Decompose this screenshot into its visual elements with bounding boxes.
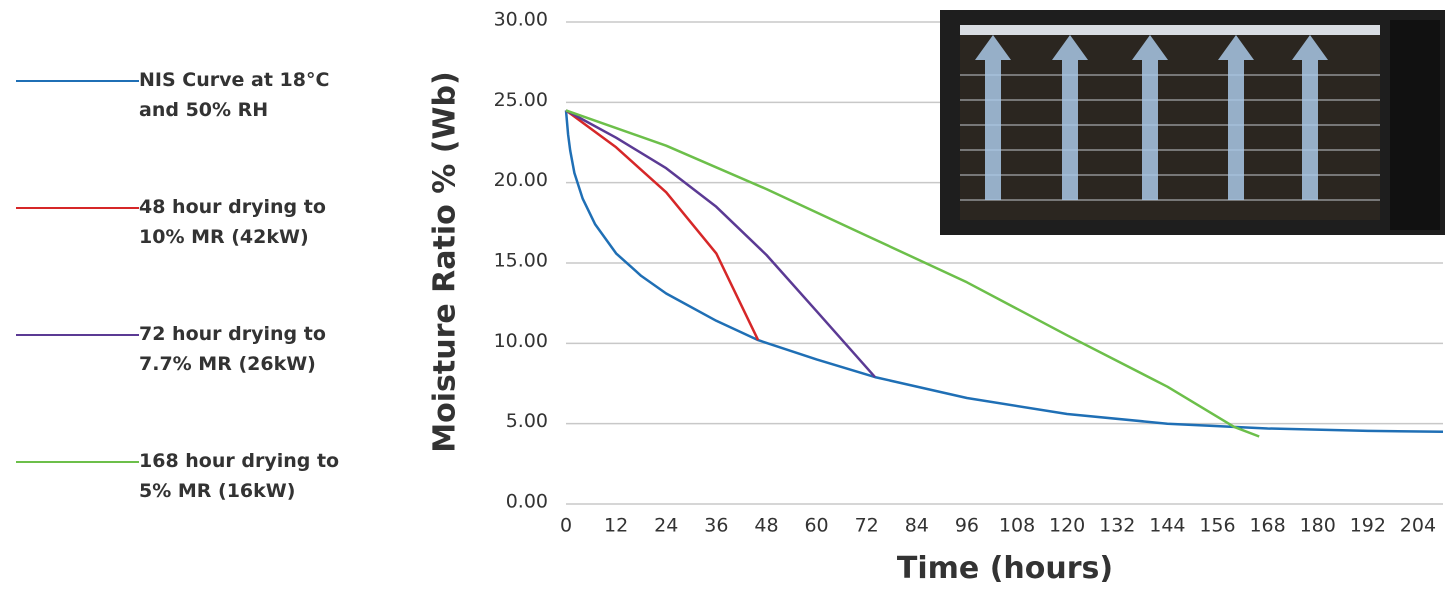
x-tick-label: 180 — [1300, 515, 1336, 537]
x-tick-label: 12 — [604, 515, 628, 537]
x-tick-label: 192 — [1350, 515, 1386, 537]
y-tick-label: 5.00 — [506, 410, 548, 432]
legend-item: 168 hour drying to 5% MR (16kW) — [16, 449, 396, 576]
x-tick-label: 0 — [560, 515, 572, 537]
legend-swatch — [16, 207, 139, 209]
x-tick-label: 36 — [704, 515, 728, 537]
legend-swatch — [16, 334, 139, 336]
legend-label: NIS Curve at 18°C and 50% RH — [139, 69, 330, 121]
legend-item: 72 hour drying to 7.7% MR (26kW) — [16, 322, 396, 449]
y-tick-label: 25.00 — [494, 89, 548, 111]
x-tick-label: 72 — [855, 515, 879, 537]
x-axis-title: Time (hours) — [897, 551, 1113, 586]
x-tick-label: 84 — [905, 515, 929, 537]
legend-label: 168 hour drying to 5% MR (16kW) — [139, 450, 340, 502]
y-tick-label: 20.00 — [494, 169, 548, 191]
x-tick-label: 60 — [804, 515, 828, 537]
legend-swatch — [16, 461, 139, 463]
legend-swatch — [16, 80, 139, 82]
series-line — [565, 109, 760, 341]
y-tick-label: 30.00 — [494, 9, 548, 31]
x-tick-label: 168 — [1249, 515, 1285, 537]
x-tick-label: 24 — [654, 515, 678, 537]
legend-item: NIS Curve at 18°C and 50% RH — [16, 68, 396, 195]
legend: NIS Curve at 18°C and 50% RH 48 hour dryi… — [16, 68, 396, 576]
series-line — [565, 109, 876, 378]
series-line — [565, 109, 1260, 438]
y-tick-label: 0.00 — [506, 491, 548, 513]
x-tick-label: 144 — [1149, 515, 1185, 537]
y-tick-label: 10.00 — [494, 330, 548, 352]
y-axis-title: Moisture Ratio % (Wb) — [428, 71, 463, 452]
legend-item: 48 hour drying to 10% MR (42kW) — [16, 195, 396, 322]
photo — [940, 10, 1445, 235]
x-tick-label: 120 — [1049, 515, 1085, 537]
x-tick-label: 132 — [1099, 515, 1135, 537]
x-tick-label: 48 — [754, 515, 778, 537]
legend-label: 72 hour drying to 7.7% MR (26kW) — [139, 323, 326, 375]
series-line — [564, 110, 1444, 433]
y-tick-label: 15.00 — [494, 250, 548, 272]
x-tick-label: 108 — [999, 515, 1035, 537]
x-tick-label: 204 — [1400, 515, 1436, 537]
x-tick-label: 96 — [955, 515, 979, 537]
legend-label: 48 hour drying to 10% MR (42kW) — [139, 196, 326, 248]
x-tick-label: 156 — [1199, 515, 1235, 537]
